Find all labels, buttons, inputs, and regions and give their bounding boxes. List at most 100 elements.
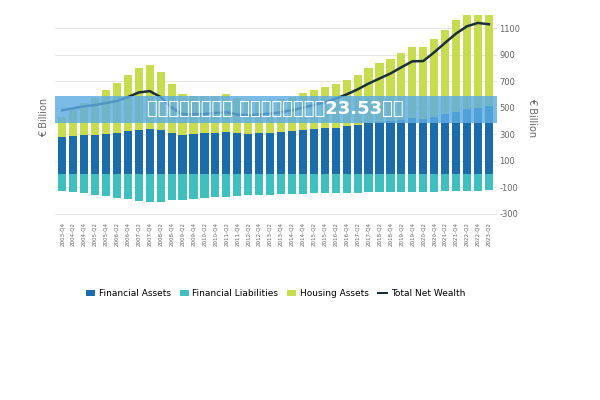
Bar [353, 125, 362, 174]
Bar [485, 106, 493, 174]
Bar [222, 132, 230, 174]
Bar [134, 130, 143, 174]
Bar [244, 100, 253, 134]
Bar [167, 84, 176, 133]
Bar [376, 122, 383, 174]
Bar [463, 109, 471, 174]
Bar [58, 174, 67, 191]
Bar [430, 117, 438, 174]
Bar [58, 137, 67, 174]
Bar [277, 132, 285, 174]
Bar [397, 174, 406, 192]
Bar [408, 48, 416, 118]
Bar [353, 75, 362, 125]
Bar [376, 63, 383, 122]
Bar [310, 129, 318, 174]
Bar [124, 174, 132, 199]
Bar [113, 174, 121, 198]
Bar [211, 174, 220, 197]
Text: 网络炒股融资配资 大唐不夜城半年仅23.53万元: 网络炒股融资配资 大唐不夜城半年仅23.53万元 [147, 100, 404, 118]
Bar [474, 108, 482, 174]
Bar [397, 53, 406, 120]
Bar [190, 134, 197, 174]
Bar [386, 59, 395, 121]
Bar [69, 174, 77, 192]
Bar [157, 130, 165, 174]
Bar [266, 133, 274, 174]
Bar [146, 65, 154, 129]
Bar [124, 132, 132, 174]
Bar [222, 94, 230, 132]
Bar [277, 174, 285, 194]
Bar [134, 174, 143, 201]
Bar [288, 132, 296, 174]
Bar [91, 135, 99, 174]
Bar [55, 96, 497, 123]
Bar [320, 174, 329, 193]
Bar [364, 123, 373, 174]
Bar [452, 20, 460, 112]
Bar [452, 174, 460, 191]
Bar [113, 82, 121, 133]
Bar [124, 74, 132, 132]
Bar [299, 130, 307, 174]
Bar [474, 5, 482, 108]
Bar [80, 136, 88, 174]
Bar [233, 98, 241, 134]
Bar [463, 12, 471, 109]
Bar [430, 39, 438, 117]
Bar [408, 118, 416, 174]
Bar [353, 174, 362, 193]
Bar [167, 174, 176, 200]
Bar [266, 100, 274, 133]
Bar [178, 94, 187, 135]
Bar [288, 97, 296, 132]
Bar [102, 134, 110, 174]
Bar [419, 48, 427, 119]
Bar [200, 174, 209, 198]
Bar [332, 174, 340, 193]
Bar [178, 174, 187, 200]
Bar [69, 110, 77, 136]
Bar [178, 135, 187, 174]
Bar [332, 128, 340, 174]
Bar [255, 134, 263, 174]
Bar [190, 96, 197, 134]
Bar [408, 174, 416, 192]
Bar [58, 117, 67, 137]
Bar [91, 174, 99, 195]
Bar [222, 174, 230, 197]
Bar [430, 174, 438, 192]
Bar [419, 174, 427, 192]
Bar [299, 93, 307, 130]
Bar [463, 174, 471, 191]
Bar [157, 174, 165, 202]
Bar [288, 174, 296, 194]
Bar [364, 174, 373, 192]
Bar [80, 174, 88, 194]
Bar [255, 100, 263, 134]
Bar [376, 174, 383, 192]
Legend: Financial Assets, Financial Liabilities, Housing Assets, Total Net Wealth: Financial Assets, Financial Liabilities,… [83, 286, 469, 302]
Bar [167, 133, 176, 174]
Bar [266, 174, 274, 195]
Bar [419, 119, 427, 174]
Bar [441, 174, 449, 192]
Bar [102, 90, 110, 134]
Bar [320, 87, 329, 128]
Bar [343, 174, 351, 193]
Bar [277, 99, 285, 132]
Bar [233, 134, 241, 174]
Bar [233, 174, 241, 196]
Y-axis label: € Billion: € Billion [39, 98, 49, 137]
Bar [485, 174, 493, 190]
Bar [69, 136, 77, 174]
Bar [255, 174, 263, 195]
Bar [332, 84, 340, 128]
Bar [299, 174, 307, 194]
Bar [146, 129, 154, 174]
Bar [102, 174, 110, 196]
Bar [397, 120, 406, 174]
Bar [91, 98, 99, 135]
Bar [146, 174, 154, 202]
